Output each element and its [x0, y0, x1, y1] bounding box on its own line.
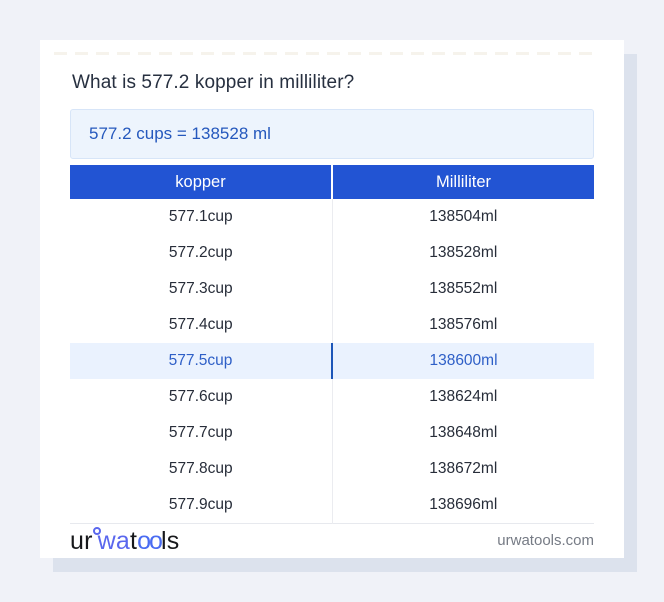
- card-footer: ur watools urwatools.com: [70, 522, 594, 558]
- kopper-cell: 577.7cup: [168, 424, 233, 441]
- logo-text-segment: oo: [137, 526, 163, 555]
- table-row: 577.6cup 138624ml: [70, 379, 594, 415]
- kopper-cell: 577.2cup: [168, 244, 233, 261]
- table-row: 577.1cup 138504ml: [70, 199, 594, 235]
- table-row: 577.9cup 138696ml: [70, 487, 594, 524]
- conversion-table: kopper Milliliter 577.1cup 138504ml 577.2c…: [70, 165, 594, 524]
- logo-ring-icon: [92, 526, 101, 535]
- logo-text-segment: wa: [97, 526, 130, 555]
- milliliter-cell: 138528ml: [331, 235, 594, 271]
- table-row: 577.3cup 138552ml: [70, 271, 594, 307]
- conversion-answer-box: 577.2 cups = 138528 ml: [70, 109, 594, 159]
- conversion-table-body: 577.1cup 138504ml 577.2cup 138528ml 577.3cup…: [70, 199, 594, 524]
- column-header-kopper: kopper: [70, 165, 332, 199]
- milliliter-cell: 138552ml: [331, 271, 594, 307]
- website-url: urwatools.com: [497, 531, 594, 549]
- kopper-cell: 577.9cup: [168, 496, 233, 513]
- page-title: What is 577.2 kopper in milliliter?: [72, 72, 355, 93]
- table-row: 577.2cup 138528ml: [70, 235, 594, 271]
- table-row: 577.4cup 138576ml: [70, 307, 594, 343]
- conversion-table-header: kopper Milliliter: [70, 165, 594, 199]
- milliliter-cell: 138696ml: [331, 487, 594, 524]
- conversion-card: What is 577.2 kopper in milliliter? 577.…: [40, 40, 624, 558]
- urwatools-logo[interactable]: ur watools: [70, 526, 180, 555]
- conversion-answer-text: 577.2 cups = 138528 ml: [89, 124, 271, 143]
- logo-text-segment: t: [130, 526, 138, 555]
- column-header-milliliter: Milliliter: [331, 165, 594, 199]
- kopper-cell: 577.3cup: [168, 280, 233, 297]
- milliliter-cell: 138576ml: [331, 307, 594, 343]
- dashed-top-decoration: [54, 52, 598, 55]
- kopper-cell: 577.5cup: [168, 352, 233, 369]
- logo-text-segment: ur: [70, 526, 93, 555]
- milliliter-cell: 138504ml: [331, 199, 594, 235]
- table-row: 577.5cup 138600ml: [70, 343, 594, 379]
- kopper-cell: 577.6cup: [168, 388, 233, 405]
- kopper-cell: 577.4cup: [168, 316, 233, 333]
- logo-text-segment: ls: [160, 526, 180, 555]
- milliliter-cell: 138672ml: [331, 451, 594, 487]
- table-row: 577.8cup 138672ml: [70, 451, 594, 487]
- milliliter-cell: 138624ml: [331, 379, 594, 415]
- milliliter-cell: 138648ml: [331, 415, 594, 451]
- table-row: 577.7cup 138648ml: [70, 415, 594, 451]
- milliliter-cell: 138600ml: [331, 343, 594, 379]
- kopper-cell: 577.1cup: [168, 208, 233, 225]
- kopper-cell: 577.8cup: [168, 460, 233, 477]
